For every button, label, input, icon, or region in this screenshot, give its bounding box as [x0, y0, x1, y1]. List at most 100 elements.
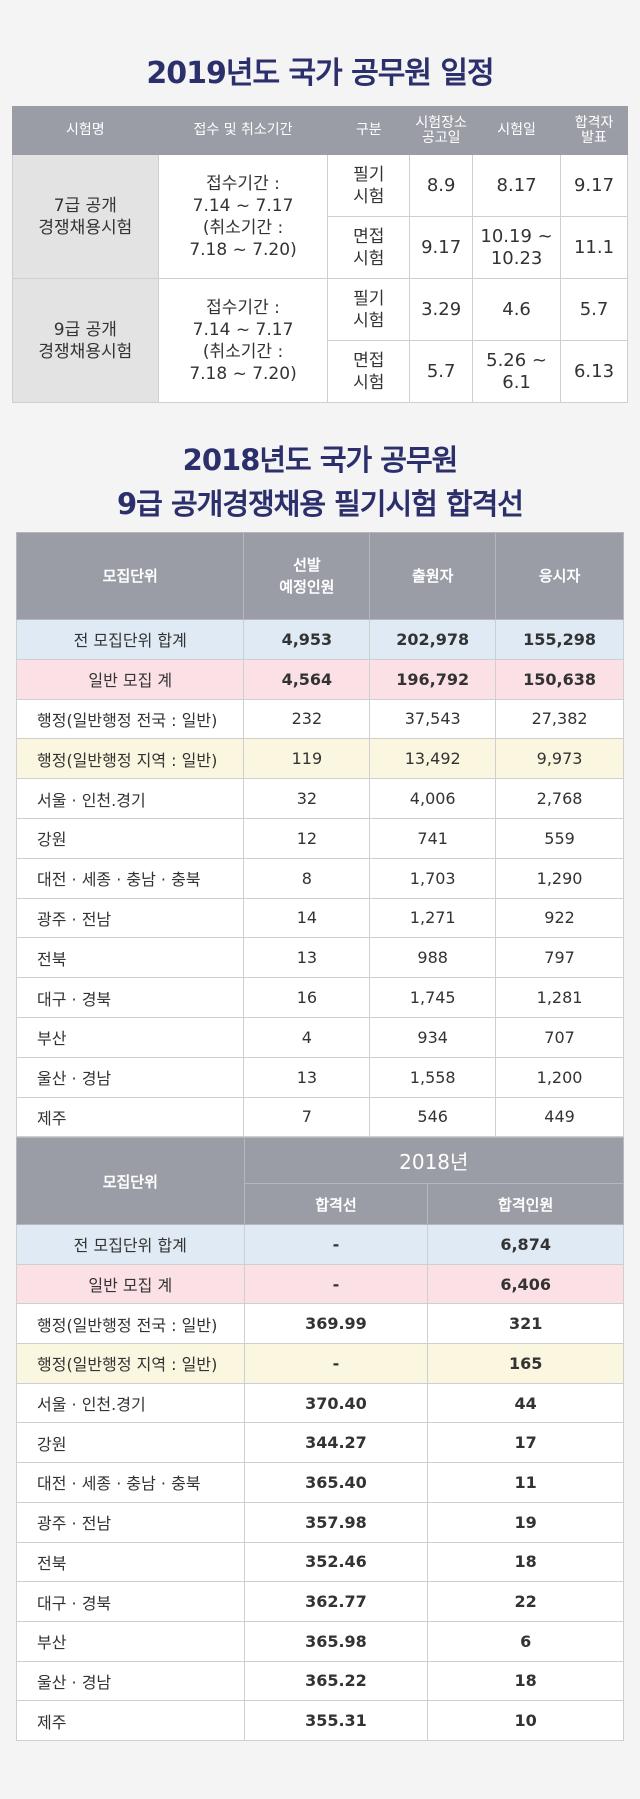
header-unit: 모집단위 [16, 1137, 245, 1225]
applied-cell: 1,703 [369, 857, 497, 899]
header-venue-date: 시험장소 공고일 [409, 106, 474, 155]
quota-cell: 232 [243, 698, 371, 740]
table-row: 강원 344.27 17 [16, 1422, 624, 1464]
cutoff-cell: 344.27 [243, 1422, 429, 1464]
passed-cell: 22 [427, 1581, 624, 1622]
quota-cell: 4,953 [243, 619, 371, 660]
exam-period: 접수기간 :7.14 ~ 7.17 (취소기간 :7.18 ~ 7.20) [157, 278, 329, 403]
table-row: 행정(일반행정 전국 : 일반) 369.99 321 [16, 1303, 624, 1345]
venue-date: 8.9 [409, 154, 474, 217]
schedule-row: 면접 시험 9.17 10.19 ~10.23 11.1 [13, 216, 628, 279]
took-cell: 1,281 [495, 977, 624, 1018]
cutoff-cell: 365.40 [243, 1462, 429, 1503]
table-row: 행정(일반행정 지역 : 일반) -165 [16, 1343, 624, 1384]
passline-table: 모집단위 2018년 합격선 합격인원 전 모집단위 합계 -6,874 일반 모집… [16, 1137, 625, 1741]
table-row: 일반 모집 계 4,564 196,792 150,638 [15, 658, 624, 700]
cutoff-cell: 357.98 [243, 1501, 429, 1543]
quota-cell: 4 [243, 1016, 371, 1058]
unit-cell: 행정(일반행정 전국 : 일반) [16, 1303, 245, 1345]
applied-cell: 1,271 [369, 897, 497, 939]
took-cell: 559 [495, 817, 624, 859]
schedule-title: 2019년도 국가 공무원 일정 [146, 56, 494, 91]
unit-cell: 일반 모집 계 [16, 1263, 245, 1305]
quota-cell: 13 [243, 1056, 371, 1098]
header-applied: 출원자 [369, 532, 497, 620]
unit-cell: 서울 · 인천.경기 [16, 1382, 245, 1424]
passed-cell: 18 [427, 1660, 624, 1702]
header-exam-name: 시험명 [12, 106, 159, 155]
cutoff-cell: - [243, 1224, 429, 1265]
unit-cell: 광주 · 전남 [16, 1501, 245, 1543]
took-cell: 155,298 [495, 619, 624, 660]
applicants-header-row: 모집단위 선발 예정인원 출원자 응시자 [15, 532, 624, 620]
unit-cell: 광주 · 전남 [15, 897, 245, 939]
passed-cell: 6 [427, 1620, 624, 1662]
table-row: 대전 · 세종 · 충남 · 충북 8 1,703 1,290 [15, 857, 624, 899]
cutoff-cell: 365.22 [243, 1660, 429, 1702]
table-row: 행정(일반행정 전국 : 일반) 232 37,543 27,382 [15, 698, 624, 740]
table-row: 광주 · 전남 357.98 19 [16, 1501, 624, 1543]
table-row: 강원 12 741 559 [15, 817, 624, 859]
header-year: 2018년 [243, 1137, 625, 1184]
passed-cell: 18 [427, 1541, 624, 1583]
passline-body: 전 모집단위 합계 -6,874 일반 모집 계 -6,406 행정(일반행정 전국 :… [16, 1224, 624, 1741]
quota-cell: 4,564 [243, 658, 371, 700]
table-row: 전 모집단위 합계 4,953 202,978 155,298 [15, 619, 624, 660]
exam-date: 4.6 [472, 278, 562, 341]
header-took: 응시자 [495, 532, 624, 620]
applied-cell: 1,558 [369, 1056, 497, 1098]
header-result-date: 합격자 발표 [560, 106, 628, 155]
applied-cell: 13,492 [369, 738, 497, 780]
result-date: 11.1 [560, 216, 628, 279]
cutoff-cell: 352.46 [243, 1541, 429, 1583]
passed-cell: 165 [427, 1343, 624, 1384]
table-row: 울산 · 경남 365.22 18 [16, 1660, 624, 1702]
applied-cell: 196,792 [369, 658, 497, 700]
applied-cell: 37,543 [369, 698, 497, 740]
unit-cell: 전북 [15, 937, 245, 979]
took-cell: 922 [495, 897, 624, 939]
table-row: 서울 · 인천.경기 370.40 44 [16, 1382, 624, 1424]
applicants-body: 전 모집단위 합계 4,953 202,978 155,298 일반 모집 계 4,564… [15, 619, 624, 1138]
result-date: 6.13 [560, 340, 628, 403]
took-cell: 797 [495, 937, 624, 979]
passed-cell: 321 [427, 1303, 624, 1345]
header-unit: 모집단위 [15, 532, 245, 620]
unit-cell: 부산 [16, 1620, 245, 1662]
unit-cell: 서울 · 인천.경기 [15, 778, 245, 819]
quota-cell: 13 [243, 937, 371, 979]
header-cutoff: 합격선 [243, 1183, 429, 1225]
applied-cell: 988 [369, 937, 497, 979]
took-cell: 1,200 [495, 1056, 624, 1098]
exam-date: 5.26 ~6.1 [472, 340, 562, 403]
applied-cell: 4,006 [369, 778, 497, 819]
exam-type: 면접 시험 [327, 340, 411, 403]
unit-cell: 부산 [15, 1016, 245, 1058]
applied-cell: 934 [369, 1016, 497, 1058]
quota-cell: 16 [243, 977, 371, 1018]
header-quota: 선발 예정인원 [243, 532, 371, 620]
took-cell: 9,973 [495, 738, 624, 780]
cutoff-cell: - [243, 1263, 429, 1305]
passed-cell: 6,406 [427, 1263, 624, 1305]
table-row: 제주 7 546 449 [15, 1096, 624, 1138]
result-date: 9.17 [560, 154, 628, 217]
passed-cell: 6,874 [427, 1224, 624, 1265]
unit-cell: 대구 · 경북 [16, 1581, 245, 1622]
table-row: 대구 · 경북 362.77 22 [16, 1581, 624, 1622]
table-row: 울산 · 경남 13 1,558 1,200 [15, 1056, 624, 1098]
passed-cell: 44 [427, 1382, 624, 1424]
unit-cell: 행정(일반행정 지역 : 일반) [16, 1343, 245, 1384]
exam-date: 8.17 [472, 154, 562, 217]
table-row: 대구 · 경북 16 1,745 1,281 [15, 977, 624, 1018]
unit-cell: 전 모집단위 합계 [16, 1224, 245, 1265]
venue-date: 5.7 [409, 340, 474, 403]
unit-cell: 행정(일반행정 지역 : 일반) [15, 738, 245, 780]
unit-cell: 제주 [15, 1096, 245, 1138]
unit-cell: 울산 · 경남 [15, 1056, 245, 1098]
venue-date: 3.29 [409, 278, 474, 341]
table-row: 일반 모집 계 -6,406 [16, 1263, 624, 1305]
exam-type: 필기 시험 [327, 278, 411, 341]
exam-group-name: 9급 공개 경쟁채용시험 [12, 278, 159, 403]
quota-cell: 8 [243, 857, 371, 899]
